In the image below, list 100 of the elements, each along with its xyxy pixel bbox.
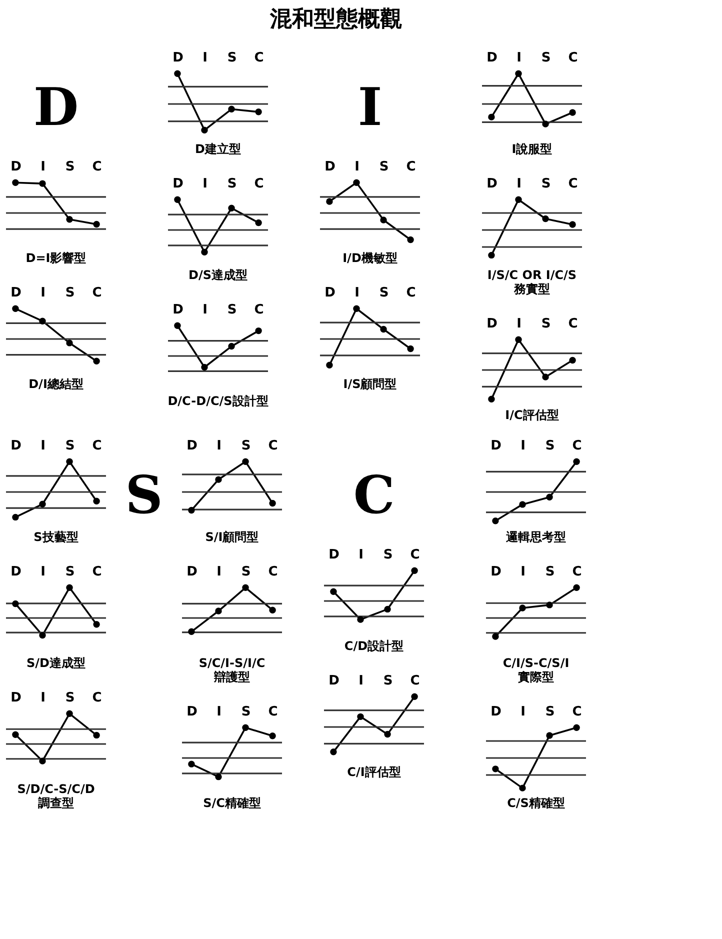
point [201, 248, 208, 256]
point [39, 500, 46, 508]
x-tick-label: I [354, 160, 360, 174]
point [380, 216, 387, 224]
point [542, 215, 549, 222]
x-tick-label: S [65, 438, 75, 454]
text: C/I/S-C/S/I 實際型 [502, 656, 570, 684]
x-tick-label: I [40, 438, 46, 454]
x-tick-label: I [354, 286, 360, 300]
x-tick-label: C [92, 286, 102, 300]
point [407, 345, 414, 352]
point [93, 220, 100, 228]
text: I/C評估型 [505, 408, 559, 422]
point [492, 517, 499, 524]
x-tick-label: C [572, 704, 582, 720]
text: S技藝型 [34, 530, 78, 544]
text: S/C/I-S/I/C 辯護型 [198, 656, 266, 684]
point [546, 732, 553, 739]
x-tick-label: I [358, 674, 364, 688]
x-tick-label: C [268, 704, 278, 720]
x-tick-label: I [40, 690, 46, 706]
point [188, 628, 195, 636]
point [326, 198, 333, 205]
x-tick-label: C [92, 160, 102, 174]
x-tick-label: I [358, 548, 364, 562]
x-tick-label: D [186, 438, 198, 454]
point [174, 70, 181, 77]
point [255, 327, 262, 334]
text: D=I影響型 [26, 251, 86, 265]
x-tick-label: I [216, 704, 222, 720]
point [569, 109, 576, 116]
text: D/S達成型 [188, 268, 248, 282]
point [255, 219, 262, 226]
x-tick-label: I [516, 176, 522, 192]
point [573, 584, 580, 591]
x-tick-label: S [65, 160, 75, 174]
point [411, 567, 418, 574]
point [407, 236, 414, 244]
point [93, 498, 100, 504]
text: D/I總結型 [28, 377, 84, 391]
x-tick-label: D [324, 286, 336, 300]
point [93, 732, 100, 739]
x-tick-label: D [10, 160, 22, 174]
x-tick-label: C [254, 302, 264, 318]
point [569, 356, 576, 364]
point [384, 606, 391, 613]
point [488, 396, 495, 402]
point [330, 748, 337, 756]
point [573, 724, 580, 731]
point [201, 364, 208, 371]
x-tick-label: D [486, 176, 498, 192]
x-tick-label: D [10, 286, 22, 300]
point [242, 458, 249, 465]
x-tick-label: S [379, 286, 389, 300]
x-tick-label: S [541, 176, 551, 192]
x-tick-label: D [172, 302, 184, 318]
x-tick-label: C [268, 438, 278, 454]
point [174, 322, 181, 329]
point [353, 179, 360, 186]
x-tick-label: C [92, 564, 102, 580]
point [215, 773, 222, 780]
point [66, 340, 73, 346]
point [380, 326, 387, 333]
x-tick-label: D [172, 176, 184, 192]
point [12, 600, 19, 608]
point [515, 196, 522, 203]
x-tick-label: D [10, 564, 22, 580]
x-tick-label: C [572, 564, 582, 580]
text: S/C精確型 [203, 796, 261, 810]
point [188, 506, 195, 514]
x-tick-label: D [490, 704, 502, 720]
point [12, 514, 19, 521]
text: D建立型 [195, 142, 241, 156]
x-tick-label: I [520, 564, 526, 580]
x-tick-label: C [406, 286, 416, 300]
x-tick-label: S [541, 50, 551, 66]
x-tick-label: I [40, 286, 46, 300]
point [515, 70, 522, 77]
text: D/C-D/C/S設計型 [168, 394, 268, 408]
x-tick-label: D [10, 690, 22, 706]
x-tick-label: I [516, 50, 522, 66]
x-tick-label: D [490, 564, 502, 580]
point [12, 731, 19, 738]
x-tick-label: S [545, 704, 555, 720]
x-tick-label: S [65, 690, 75, 706]
point [39, 180, 46, 187]
x-tick-label: I [40, 564, 46, 580]
point [174, 196, 181, 203]
point [411, 693, 418, 700]
x-tick-label: S [545, 564, 555, 580]
point [515, 336, 522, 343]
point [93, 358, 100, 365]
x-tick-label: C [572, 438, 582, 454]
x-tick-label: I [216, 438, 222, 454]
x-tick-label: I [216, 564, 222, 580]
point [228, 342, 235, 350]
point [569, 221, 576, 228]
point [39, 632, 46, 639]
point [12, 305, 19, 312]
point [488, 252, 495, 259]
